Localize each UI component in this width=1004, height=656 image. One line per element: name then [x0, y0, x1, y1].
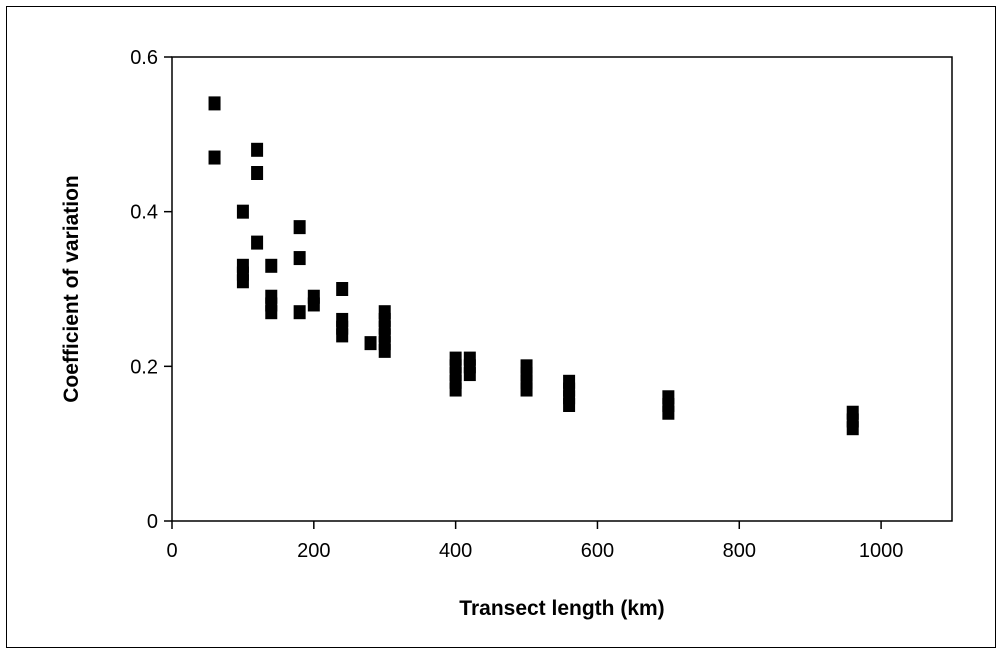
data-point [265, 258, 278, 273]
data-point [293, 251, 306, 266]
x-axis-title: Transect length (km) [459, 597, 664, 620]
data-point [364, 336, 377, 351]
data-point [265, 305, 278, 320]
x-tick-label: 400 [439, 540, 472, 562]
data-point [846, 421, 859, 436]
y-tick-label: 0.4 [130, 202, 158, 224]
y-tick-label: 0 [147, 511, 158, 533]
y-tick-label: 0.2 [130, 356, 158, 378]
data-point [662, 405, 675, 420]
data-point [208, 96, 221, 111]
data-point [378, 343, 391, 358]
data-point [336, 282, 349, 296]
x-tick-label: 600 [581, 540, 614, 562]
data-point [293, 305, 306, 320]
chart-frame [6, 6, 996, 648]
y-axis-title: Coefficient of variation [60, 175, 83, 403]
x-tick-label: 200 [297, 540, 330, 562]
x-tick-label: 1000 [859, 540, 904, 562]
x-axis: 0 200 400 600 800 1000 [166, 521, 903, 562]
data-point [236, 274, 249, 289]
plot-area [171, 56, 953, 522]
data-point [251, 235, 264, 250]
data-point [236, 204, 249, 219]
data-point [293, 220, 306, 235]
data-point [563, 398, 576, 412]
data-point [307, 297, 320, 312]
x-tick-label: 800 [723, 540, 756, 562]
data-point [463, 367, 476, 382]
y-tick-label: 0.6 [130, 47, 158, 69]
data-point [251, 142, 264, 157]
data-point [251, 166, 264, 180]
data-point [208, 150, 221, 165]
data-point [336, 328, 349, 343]
y-axis: 0 0.2 0.4 0.6 [130, 47, 172, 533]
x-tick-label: 0 [166, 540, 177, 562]
data-point [449, 382, 462, 397]
data-points [208, 96, 859, 436]
data-point [520, 382, 533, 397]
